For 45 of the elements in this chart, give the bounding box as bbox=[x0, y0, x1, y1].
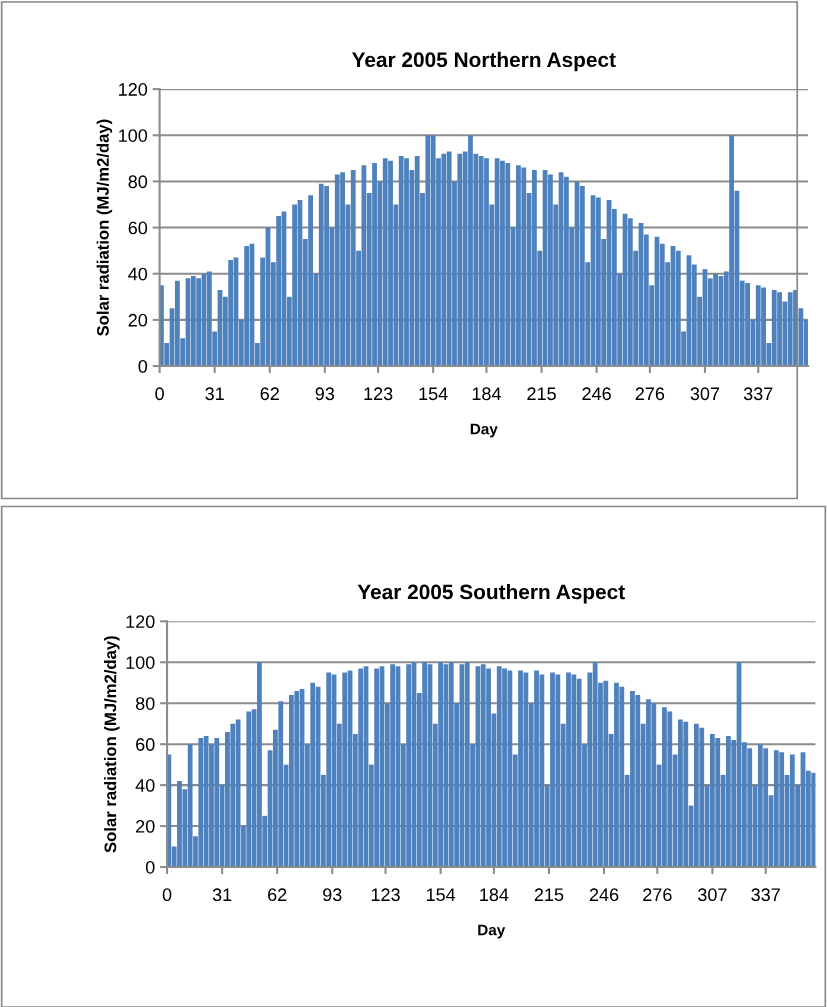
x-tick-label: 246 bbox=[582, 387, 611, 401]
y-axis-title: Solar radiation (MJ/m2/day) bbox=[104, 636, 120, 853]
x-tick-label: 276 bbox=[643, 888, 672, 902]
y-tick-label: 120 bbox=[126, 615, 155, 629]
x-tick-label: 184 bbox=[472, 387, 501, 401]
x-tick-label: 62 bbox=[268, 888, 287, 902]
y-tick-label: 80 bbox=[135, 697, 155, 710]
x-axis-title: Day bbox=[470, 423, 498, 438]
y-tick-label: 20 bbox=[136, 820, 155, 833]
y-tick-label: 0 bbox=[138, 359, 148, 373]
x-tick-label: 184 bbox=[480, 888, 509, 902]
y-axis-title: Solar radiation (MJ/m2/day) bbox=[96, 119, 113, 336]
x-tick-label: 93 bbox=[315, 387, 335, 401]
x-tick-label: 215 bbox=[527, 387, 556, 401]
x-axis-title: Day bbox=[478, 924, 506, 939]
y-tick-label: 60 bbox=[128, 221, 148, 235]
x-tick-label: 307 bbox=[690, 387, 720, 401]
x-tick-label: 123 bbox=[364, 387, 393, 401]
y-tick-label: 20 bbox=[128, 313, 148, 327]
x-tick-label: 276 bbox=[635, 387, 665, 401]
y-tick-label: 100 bbox=[126, 656, 155, 669]
y-tick-label: 40 bbox=[135, 779, 155, 792]
chart-title: Year 2005 Northern Aspect bbox=[351, 51, 616, 72]
y-tick-label: 80 bbox=[128, 175, 148, 189]
x-tick-label: 123 bbox=[371, 888, 400, 902]
x-tick-label: 215 bbox=[534, 888, 564, 902]
y-tick-label: 0 bbox=[145, 860, 155, 874]
y-tick-label: 120 bbox=[119, 83, 148, 96]
x-tick-label: 0 bbox=[162, 888, 172, 902]
x-tick-label: 307 bbox=[698, 888, 727, 902]
x-tick-label: 31 bbox=[205, 387, 224, 401]
x-tick-label: 154 bbox=[419, 387, 448, 401]
x-tick-label: 337 bbox=[751, 888, 780, 902]
y-tick-label: 40 bbox=[128, 267, 148, 281]
y-tick-label: 100 bbox=[119, 129, 148, 142]
x-tick-label: 31 bbox=[212, 888, 232, 902]
bar bbox=[798, 308, 804, 367]
x-tick-label: 337 bbox=[743, 387, 773, 401]
y-tick-label: 60 bbox=[136, 738, 155, 751]
x-tick-label: 0 bbox=[155, 387, 164, 401]
x-tick-label: 62 bbox=[260, 387, 279, 401]
x-tick-label: 93 bbox=[323, 888, 342, 902]
chart-title: Year 2005 Southern Aspect bbox=[357, 584, 625, 604]
x-tick-label: 246 bbox=[589, 888, 619, 902]
x-tick-label: 154 bbox=[426, 888, 456, 902]
